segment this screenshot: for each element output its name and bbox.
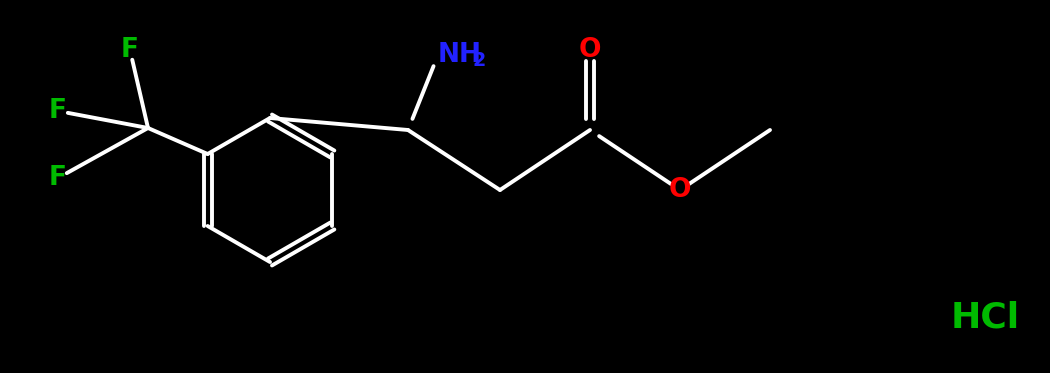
Text: F: F — [49, 165, 67, 191]
Text: NH: NH — [438, 42, 482, 68]
Text: F: F — [49, 98, 67, 124]
Text: O: O — [579, 37, 602, 63]
Text: F: F — [121, 37, 139, 63]
Text: 2: 2 — [472, 51, 485, 70]
Text: O: O — [669, 177, 691, 203]
Text: HCl: HCl — [950, 301, 1020, 335]
